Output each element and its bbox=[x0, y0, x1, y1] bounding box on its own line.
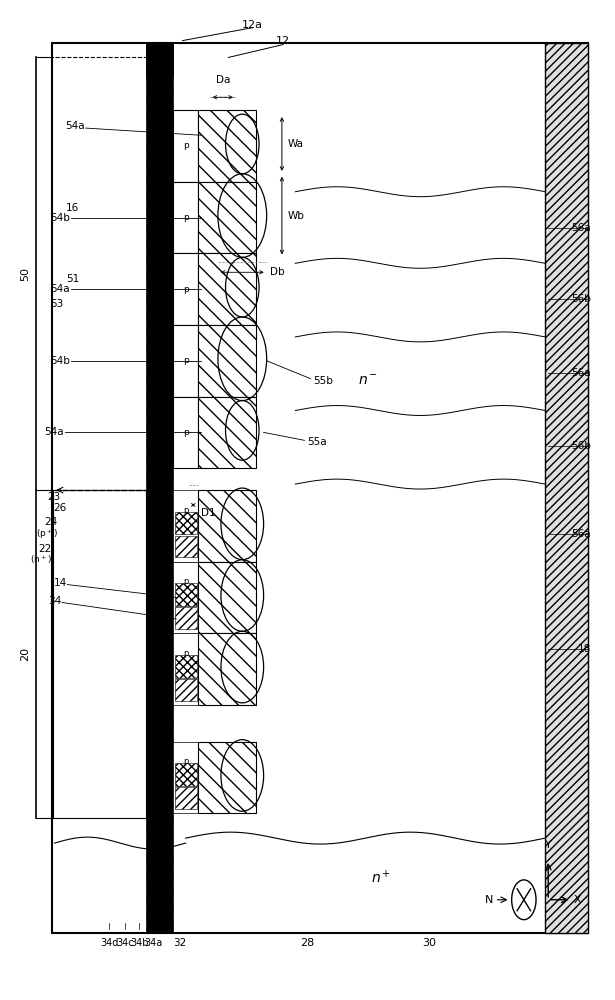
Text: 32: 32 bbox=[173, 938, 186, 948]
Text: 14: 14 bbox=[54, 578, 67, 588]
Bar bbox=[175, 763, 197, 786]
Text: 55a: 55a bbox=[308, 437, 327, 447]
Text: 18: 18 bbox=[577, 644, 591, 654]
Bar bbox=[173, 182, 198, 253]
Text: 24: 24 bbox=[44, 517, 58, 527]
Text: 16: 16 bbox=[66, 203, 79, 213]
Text: Db: Db bbox=[270, 267, 284, 277]
Text: 34b: 34b bbox=[130, 938, 149, 948]
Text: 50: 50 bbox=[20, 267, 30, 281]
Bar bbox=[198, 490, 256, 562]
Text: (n$^+$): (n$^+$) bbox=[30, 553, 52, 566]
Text: 56b: 56b bbox=[571, 441, 591, 451]
Text: 56a: 56a bbox=[571, 529, 591, 539]
Bar bbox=[173, 742, 256, 813]
Text: D1: D1 bbox=[201, 508, 215, 518]
Text: 54a: 54a bbox=[50, 284, 70, 294]
Text: 34: 34 bbox=[48, 596, 62, 606]
Text: 54a: 54a bbox=[44, 427, 64, 437]
Text: Wb: Wb bbox=[288, 211, 305, 221]
Bar bbox=[198, 633, 256, 705]
Text: N: N bbox=[485, 895, 493, 905]
Text: 12a: 12a bbox=[242, 20, 263, 30]
Text: (p$^+$): (p$^+$) bbox=[36, 528, 58, 541]
Text: 56a: 56a bbox=[571, 223, 591, 233]
Bar bbox=[175, 607, 197, 629]
Text: 54b: 54b bbox=[50, 213, 70, 223]
Text: 34d: 34d bbox=[100, 938, 119, 948]
Bar bbox=[173, 397, 198, 468]
Text: n$^+$: n$^+$ bbox=[371, 869, 391, 887]
Bar bbox=[198, 325, 256, 397]
Bar bbox=[175, 787, 197, 809]
Bar bbox=[198, 562, 256, 633]
Bar bbox=[198, 110, 256, 182]
Bar bbox=[54, 490, 146, 818]
Text: 56b: 56b bbox=[571, 294, 591, 304]
Text: Wa: Wa bbox=[288, 139, 304, 149]
Text: 30: 30 bbox=[423, 938, 437, 948]
Text: p: p bbox=[183, 285, 188, 294]
Text: Da: Da bbox=[216, 75, 230, 85]
Bar bbox=[173, 562, 256, 633]
Bar bbox=[173, 490, 256, 562]
Text: 53: 53 bbox=[50, 299, 64, 309]
Text: p: p bbox=[183, 428, 188, 437]
Text: 12: 12 bbox=[276, 36, 290, 46]
Text: p: p bbox=[183, 506, 188, 515]
Text: 34c: 34c bbox=[116, 938, 133, 948]
Text: Y: Y bbox=[545, 840, 552, 850]
Bar bbox=[175, 655, 197, 678]
Text: 54b: 54b bbox=[50, 356, 70, 366]
Bar bbox=[198, 182, 256, 253]
Bar bbox=[175, 512, 197, 534]
Bar bbox=[173, 325, 198, 397]
Text: 55b: 55b bbox=[314, 376, 333, 386]
Text: p: p bbox=[183, 213, 188, 222]
Text: 20: 20 bbox=[20, 647, 30, 661]
Bar bbox=[146, 43, 173, 933]
Bar bbox=[175, 679, 197, 701]
Bar bbox=[173, 633, 256, 705]
Text: 22: 22 bbox=[38, 544, 52, 554]
Text: 26: 26 bbox=[54, 503, 67, 513]
Text: 54a: 54a bbox=[65, 121, 85, 131]
Bar bbox=[545, 43, 588, 933]
Text: p: p bbox=[183, 141, 188, 150]
Bar bbox=[198, 742, 256, 813]
Text: p: p bbox=[183, 649, 188, 658]
Text: 56a: 56a bbox=[571, 368, 591, 378]
Bar bbox=[175, 583, 197, 606]
Text: 28: 28 bbox=[300, 938, 315, 948]
Text: 23: 23 bbox=[47, 492, 61, 502]
Bar bbox=[52, 43, 588, 933]
Bar bbox=[198, 397, 256, 468]
Text: p: p bbox=[183, 356, 188, 365]
Text: 51: 51 bbox=[66, 274, 79, 284]
Text: p: p bbox=[183, 577, 188, 586]
Bar bbox=[146, 43, 173, 77]
Bar bbox=[175, 536, 197, 557]
Text: n$^-$: n$^-$ bbox=[359, 374, 378, 388]
Text: 34a: 34a bbox=[145, 938, 163, 948]
Bar bbox=[198, 253, 256, 325]
Bar bbox=[173, 110, 198, 182]
Text: p: p bbox=[183, 757, 188, 766]
Bar bbox=[173, 253, 198, 325]
Text: X: X bbox=[574, 895, 581, 905]
